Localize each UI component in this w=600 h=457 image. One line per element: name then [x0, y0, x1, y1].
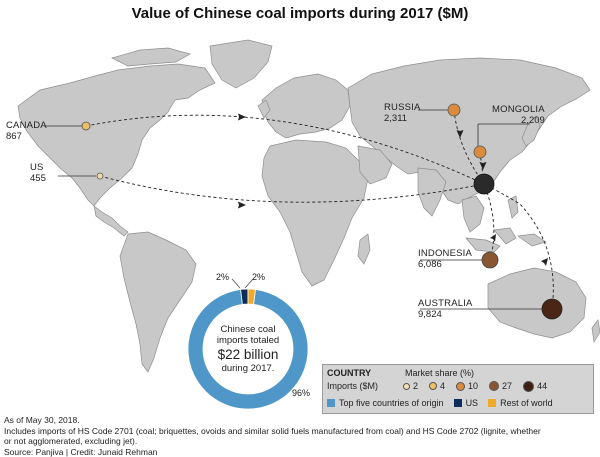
donut-label-rest: 2%: [252, 272, 265, 282]
donut-label-us: 2%: [216, 272, 229, 282]
china-hub: [474, 174, 494, 194]
indonesia-shape-2: [494, 228, 516, 244]
legend-categories: Top five countries of origin US Rest of …: [327, 398, 563, 408]
europe-shape: [262, 74, 350, 138]
us-bubble: [97, 173, 103, 179]
donut-total: $22 billion: [218, 347, 279, 363]
australia-shape: [488, 268, 586, 338]
us-label: US 455: [30, 162, 46, 184]
footnotes: As of May 30, 2018. Includes imports of …: [4, 415, 596, 457]
legend-size-10: 10: [456, 381, 478, 391]
madagascar-shape: [358, 234, 370, 264]
legend-market-share: Market share (%): [405, 368, 474, 378]
legend-item-rest: Rest of world: [488, 398, 553, 408]
central-america-shape: [94, 206, 128, 236]
asia-shape: [348, 58, 590, 204]
map-title: Value of Chinese coal imports during 201…: [0, 5, 600, 22]
legend-size-2: 2: [403, 381, 418, 391]
indonesia-label: INDONESIA 6,086: [418, 248, 472, 270]
canada-label: CANADA 867: [6, 120, 47, 142]
legend-item-top5: Top five countries of origin: [327, 398, 444, 408]
donut-line-1: Chinese coal: [221, 324, 276, 336]
legend-item-us: US: [454, 398, 479, 408]
legend-size-4: 4: [429, 381, 445, 391]
arrow-indonesia: [490, 234, 496, 242]
australia-bubble: [542, 299, 562, 319]
footnote-asof: As of May 30, 2018.: [4, 415, 596, 426]
mongolia-label: MONGOLIA 2,209: [492, 104, 545, 126]
donut-line-3: during 2017.: [222, 363, 275, 375]
indonesia-bubble: [482, 252, 498, 268]
north-america-shape: [18, 64, 215, 206]
new-zealand-shape: [592, 320, 600, 342]
donut-line-2: imports totaled: [217, 335, 279, 347]
legend-imports: Imports ($M): [327, 381, 378, 391]
australia-label: AUSTRALIA 9,824: [418, 298, 473, 320]
russia-label: RUSSIA 2,311: [384, 102, 421, 124]
africa-shape: [262, 140, 368, 286]
indonesia-shape-3: [518, 234, 546, 246]
mongolia-bubble: [474, 146, 486, 158]
footnote-source: Source: Panjiva | Credit: Junaid Rehman: [4, 447, 596, 457]
footnote-line-1: Includes imports of HS Code 2701 (coal; …: [4, 426, 596, 437]
legend-size-27: 27: [489, 381, 512, 391]
hudson-islands-shape: [112, 48, 190, 66]
legend-sizes: 2 4 10 27 44: [403, 379, 558, 393]
donut-label-top5: 96%: [292, 388, 310, 398]
arrow-us: [238, 202, 246, 209]
footnote-line-2: or not agglomerated, excluding jet).: [4, 436, 596, 447]
legend-country: COUNTRY: [327, 368, 371, 378]
legend-box: COUNTRY Imports ($M) Market share (%) 2 …: [322, 364, 594, 414]
russia-bubble: [448, 104, 460, 116]
canada-bubble: [82, 122, 90, 130]
greenland-shape: [210, 40, 272, 88]
arrow-australia: [541, 258, 548, 266]
philippines-shape: [508, 196, 518, 218]
legend-size-44: 44: [523, 381, 547, 392]
indochina-shape: [462, 196, 484, 232]
arrow-canada: [238, 114, 246, 121]
